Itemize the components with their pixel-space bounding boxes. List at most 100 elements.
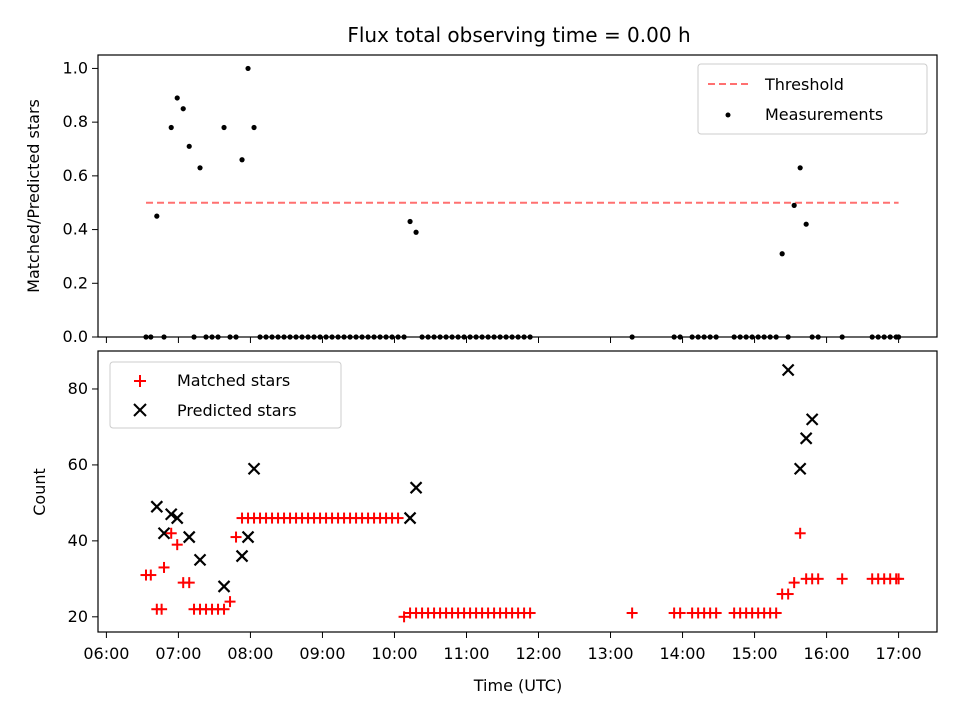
- measurement-point: [839, 334, 845, 340]
- measurement-point: [186, 143, 192, 149]
- measurement-point: [467, 334, 473, 340]
- top-y-axis-label: Matched/Predicted stars: [24, 99, 43, 293]
- matched-star-point: [218, 603, 230, 615]
- matched-star-point: [224, 596, 236, 608]
- measurement-point: [377, 334, 383, 340]
- bottom-axes: 20 40 60 80 06:00 07:00 08:00 09:00 10:00 11:00 1…: [30, 350, 938, 695]
- measurement-point: [629, 334, 635, 340]
- bottom-x-ticks: 06:00 07:00 08:00 09:00 10:00 11:00 12:00 13:00…: [83, 632, 922, 663]
- bottom-y-ticks: 20 40 60 80: [68, 379, 98, 626]
- top-legend: Threshold Measurements: [697, 63, 928, 135]
- matched-star-point: [788, 577, 800, 589]
- bottom-y-axis-label: Count: [30, 468, 49, 516]
- measurement-point: [425, 334, 431, 340]
- measurement-point: [383, 334, 389, 340]
- legend-predicted-label: Predicted stars: [177, 401, 297, 420]
- bottom-ytick-label: 40: [68, 531, 88, 550]
- predicted-star-stroke: [150, 500, 164, 513]
- predicted-star-stroke: [241, 530, 255, 544]
- top-ytick-label: 1.0: [63, 58, 88, 77]
- measurement-point: [389, 334, 395, 340]
- measurement-point: [509, 334, 515, 340]
- measurement-point: [479, 334, 485, 340]
- measurement-point: [299, 334, 305, 340]
- matched-star-point: [710, 607, 722, 619]
- measurement-point: [773, 334, 779, 340]
- predicted-star-point: [150, 500, 164, 513]
- measurement-point: [168, 124, 174, 131]
- predicted-star-stroke: [247, 462, 261, 475]
- bottom-xtick-label: 13:00: [587, 644, 633, 663]
- legend-threshold-label: Threshold: [764, 75, 844, 94]
- measurement-point: [227, 334, 233, 340]
- predicted-star-stroke: [157, 526, 171, 540]
- measurement-point: [755, 334, 761, 340]
- measurement-point: [521, 334, 527, 340]
- matched-star-point: [812, 573, 824, 585]
- matched-star-point: [524, 607, 536, 619]
- matched-star-point: [171, 539, 183, 551]
- measurement-point: [263, 334, 269, 340]
- measurement-point: [527, 334, 533, 340]
- measurement-point: [148, 334, 154, 340]
- predicted-star-stroke: [217, 580, 231, 593]
- predicted-star-stroke: [235, 549, 249, 563]
- measurement-point: [461, 334, 467, 340]
- bottom-xtick-label: 10:00: [371, 644, 417, 663]
- measurement-point: [749, 334, 755, 340]
- legend-measurements-swatch: [725, 112, 731, 118]
- measurement-point: [875, 334, 881, 340]
- predicted-star-point: [164, 508, 178, 521]
- predicted-star-point: [182, 530, 196, 544]
- measurement-point: [695, 334, 701, 340]
- bottom-xtick-label: 17:00: [876, 644, 922, 663]
- legend-matched-swatch: [134, 375, 146, 387]
- top-legend-frame: [697, 63, 928, 135]
- predicted-star-stroke: [805, 413, 819, 426]
- matched-star-point: [782, 588, 794, 600]
- predicted-star-stroke: [193, 553, 207, 567]
- measurement-point: [174, 95, 180, 101]
- legend-matched-label: Matched stars: [177, 371, 290, 390]
- predicted-star-point: [193, 553, 207, 567]
- measurement-point: [215, 334, 221, 340]
- measurement-point: [767, 334, 773, 340]
- measurement-point: [503, 334, 509, 340]
- measurement-point: [809, 334, 815, 340]
- measurement-point: [353, 334, 359, 340]
- measurement-point: [785, 334, 791, 340]
- predicted-star-point: [170, 511, 184, 525]
- top-ytick-label: 0.8: [63, 112, 88, 131]
- predicted-star-point: [409, 481, 423, 494]
- bottom-series: [140, 363, 905, 623]
- measurement-point: [395, 334, 401, 340]
- measurement-point: [347, 334, 353, 340]
- measurement-point: [677, 334, 683, 340]
- measurement-point: [701, 334, 707, 340]
- matched-star-point: [770, 607, 782, 619]
- measurement-point: [431, 334, 437, 340]
- measurement-point: [419, 334, 425, 340]
- measurement-point: [371, 334, 377, 340]
- measurement-point: [779, 251, 785, 257]
- predicted-star-point: [781, 363, 795, 377]
- measurement-point: [407, 218, 413, 225]
- predicted-star-stroke: [409, 481, 423, 494]
- measurement-point: [191, 334, 197, 340]
- matched-star-point: [836, 573, 848, 585]
- x-axis-label: Time (UTC): [473, 676, 562, 695]
- matched-star-point: [392, 512, 404, 524]
- measurement-point: [365, 334, 371, 340]
- matched-star-point: [893, 573, 905, 585]
- measurement-point: [323, 334, 329, 340]
- top-series: [143, 65, 902, 340]
- measurement-point: [485, 334, 491, 340]
- measurement-point: [293, 334, 299, 340]
- bottom-axes-frame: [97, 350, 938, 633]
- predicted-star-point: [403, 511, 417, 525]
- bottom-xtick-label: 09:00: [299, 644, 345, 663]
- predicted-star-point: [157, 526, 171, 540]
- bottom-xtick-label: 12:00: [515, 644, 561, 663]
- measurement-point: [671, 334, 677, 340]
- chart-title: Flux total observing time = 0.00 h: [347, 23, 690, 47]
